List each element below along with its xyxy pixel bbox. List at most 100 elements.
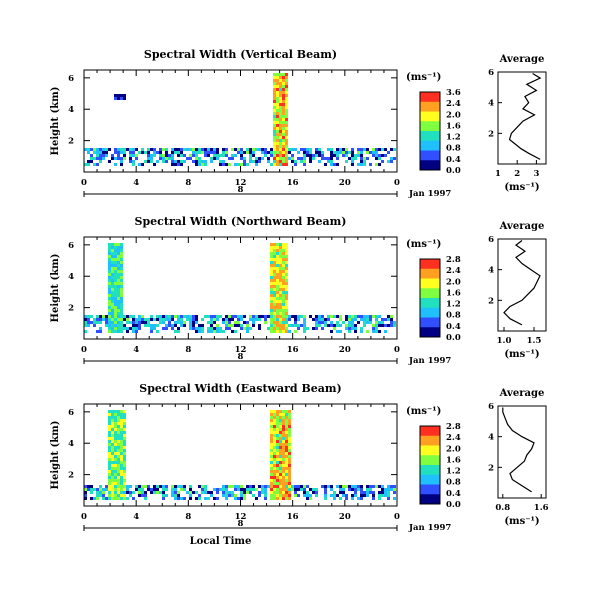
heatmap-cell [288,473,291,476]
heatmap-cell [225,485,228,488]
heatmap-cell [249,151,252,154]
heatmap-cell [123,416,126,419]
heatmap-cell [114,416,117,419]
heatmap-cell [141,321,144,324]
heatmap-cell [219,160,222,163]
heatmap-cell [279,306,282,309]
heatmap-cell [108,419,111,422]
avg-x-tick-label: 1.0 [497,336,512,346]
heatmap-cell [285,85,288,88]
heatmap-cell [108,309,111,312]
heatmap-cell [282,294,285,297]
avg-y-tick-label: 2 [488,463,494,473]
heatmap-cell [324,494,327,497]
heatmap-cell [225,491,228,494]
heatmap-cell [138,494,141,497]
heatmap-cell [321,327,324,330]
heatmap-cell [111,264,114,267]
heatmap-cell [111,416,114,419]
heatmap-cell [105,154,108,157]
heatmap-cell [285,476,288,479]
heatmap-cell [108,306,111,309]
heatmap-cell [117,151,120,154]
heatmap-cell [123,464,126,467]
heatmap-cell [282,467,285,470]
heatmap-cell [369,318,372,321]
heatmap-cell [288,464,291,467]
heatmap-cell [255,163,258,166]
heatmap-cell [114,279,117,282]
heatmap-cell [276,270,279,273]
colorbar-tick-label: 3.6 [446,88,461,98]
heatmap-cell [183,315,186,318]
heatmap-cell [273,422,276,425]
heatmap-cell [279,449,282,452]
heatmap-cell [267,151,270,154]
heatmap-cell [192,160,195,163]
heatmap-cell [114,470,117,473]
heatmap-cell [90,157,93,160]
heatmap-cell [279,243,282,246]
heatmap-cell [294,494,297,497]
heatmap-cell [201,148,204,151]
heatmap-cell [174,315,177,318]
heatmap-cell [105,324,108,327]
heatmap-cell [258,327,261,330]
heatmap-cell [204,163,207,166]
heatmap-cell [123,425,126,428]
heatmap-cell [315,318,318,321]
heatmap-cell [282,300,285,303]
heatmap-cell [276,476,279,479]
heatmap-cell [279,118,282,121]
heatmap-cell [198,324,201,327]
heatmap-cell [117,97,120,100]
average-frame [497,405,547,499]
heatmap-cell [372,324,375,327]
heatmap-cell [273,91,276,94]
heatmap-cell [117,249,120,252]
heatmap-cell [129,485,132,488]
heatmap-cell [285,440,288,443]
heatmap-cell [288,431,291,434]
heatmap-cell [225,324,228,327]
heatmap-cell [120,467,123,470]
heatmap-cell [168,315,171,318]
heatmap-cell [180,315,183,318]
heatmap-cell [360,327,363,330]
heatmap-cell [195,330,198,333]
x-tick-label: 0 [394,178,400,188]
heatmap-cell [273,497,276,500]
heatmap-cell [267,157,270,160]
heatmap-cell [282,79,285,82]
heatmap-cell [273,437,276,440]
heatmap-cell [135,318,138,321]
heatmap-cell [279,294,282,297]
heatmap-cell [192,151,195,154]
heatmap-cell [234,494,237,497]
heatmap-cell [240,315,243,318]
heatmap-cell [372,327,375,330]
heatmap-cell [222,151,225,154]
heatmap-cell [189,321,192,324]
heatmap-cell [234,324,237,327]
heatmap-cell [288,318,291,321]
heatmap-cell [282,419,285,422]
heatmap-cell [93,497,96,500]
heatmap-cell [282,476,285,479]
heatmap-cell [279,467,282,470]
heatmap-cell [273,261,276,264]
heatmap-cell [309,148,312,151]
heatmap-cell [123,476,126,479]
heatmap-cell [276,300,279,303]
heatmap-cell [273,79,276,82]
heatmap-cell [282,127,285,130]
heatmap-cell [225,321,228,324]
colorbar-tick-label: 1.2 [446,467,461,477]
heatmap-cell [279,312,282,315]
heatmap-cell [276,157,279,160]
heatmap-cell [111,461,114,464]
heatmap-cell [276,127,279,130]
heatmap-cell [351,327,354,330]
heatmap-cell [114,315,117,318]
heatmap-cell [342,321,345,324]
